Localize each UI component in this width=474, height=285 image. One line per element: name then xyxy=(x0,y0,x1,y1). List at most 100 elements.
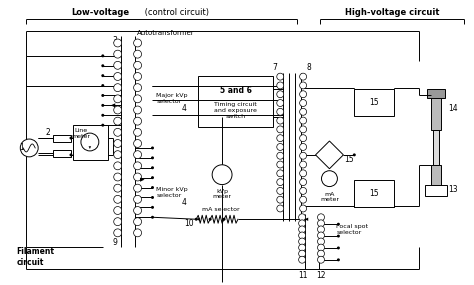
Circle shape xyxy=(209,218,212,221)
Circle shape xyxy=(134,229,142,237)
Circle shape xyxy=(151,216,154,219)
Circle shape xyxy=(101,104,104,107)
Circle shape xyxy=(134,84,142,91)
Circle shape xyxy=(277,99,284,107)
Text: 11: 11 xyxy=(298,271,307,280)
Circle shape xyxy=(151,156,154,159)
Text: 15: 15 xyxy=(345,155,354,164)
Circle shape xyxy=(277,152,284,159)
Circle shape xyxy=(277,91,284,98)
Circle shape xyxy=(277,188,284,194)
Circle shape xyxy=(70,137,73,140)
Circle shape xyxy=(321,171,337,187)
Circle shape xyxy=(300,117,307,124)
Text: 14: 14 xyxy=(448,104,457,113)
Text: Major kVp
selector: Major kVp selector xyxy=(156,93,188,104)
Circle shape xyxy=(151,176,154,179)
Circle shape xyxy=(114,39,122,47)
Bar xyxy=(354,180,394,207)
Bar xyxy=(431,95,441,130)
Text: 10: 10 xyxy=(185,219,194,228)
Text: Timing circuit
and exposure
switch: Timing circuit and exposure switch xyxy=(214,102,257,119)
Bar xyxy=(73,125,108,160)
Circle shape xyxy=(134,117,142,125)
Circle shape xyxy=(300,135,307,142)
Circle shape xyxy=(300,152,307,159)
Text: mA
meter: mA meter xyxy=(320,192,339,202)
Circle shape xyxy=(101,74,104,77)
Circle shape xyxy=(151,146,154,149)
Circle shape xyxy=(134,106,142,114)
Text: Low-voltage: Low-voltage xyxy=(72,8,130,17)
Circle shape xyxy=(299,220,306,227)
Circle shape xyxy=(101,54,104,57)
Circle shape xyxy=(134,184,142,192)
Text: 2: 2 xyxy=(46,128,51,137)
Circle shape xyxy=(151,196,154,199)
Circle shape xyxy=(101,84,104,87)
Circle shape xyxy=(318,220,325,227)
Text: 4: 4 xyxy=(182,104,187,113)
Circle shape xyxy=(277,179,284,186)
Text: 3: 3 xyxy=(113,36,118,46)
Circle shape xyxy=(134,218,142,226)
Circle shape xyxy=(114,117,122,125)
Text: Minor kVp
selector: Minor kVp selector xyxy=(156,187,188,198)
Bar xyxy=(354,89,394,116)
Circle shape xyxy=(101,114,104,117)
Bar xyxy=(427,89,445,98)
Circle shape xyxy=(114,106,122,114)
Circle shape xyxy=(353,153,356,156)
Text: 5 and 6: 5 and 6 xyxy=(219,86,251,95)
Circle shape xyxy=(114,50,122,58)
Text: 13: 13 xyxy=(448,185,457,194)
Circle shape xyxy=(337,258,340,261)
Circle shape xyxy=(114,207,122,214)
Circle shape xyxy=(114,162,122,170)
Circle shape xyxy=(101,94,104,97)
Circle shape xyxy=(318,256,325,263)
Text: 12: 12 xyxy=(316,271,325,280)
Circle shape xyxy=(134,72,142,80)
Polygon shape xyxy=(316,141,343,169)
Polygon shape xyxy=(140,178,145,182)
Circle shape xyxy=(318,226,325,233)
Circle shape xyxy=(134,173,142,181)
Circle shape xyxy=(195,218,198,221)
Bar xyxy=(431,165,441,185)
Circle shape xyxy=(299,232,306,239)
Circle shape xyxy=(318,214,325,221)
Circle shape xyxy=(299,256,306,263)
Circle shape xyxy=(114,184,122,192)
Circle shape xyxy=(151,166,154,169)
Circle shape xyxy=(114,151,122,159)
Circle shape xyxy=(299,238,306,245)
Circle shape xyxy=(318,232,325,239)
Bar xyxy=(198,76,273,127)
Polygon shape xyxy=(111,103,115,107)
Polygon shape xyxy=(196,217,200,221)
Circle shape xyxy=(114,173,122,181)
Circle shape xyxy=(337,247,340,249)
Circle shape xyxy=(134,196,142,203)
Text: Autotransformer: Autotransformer xyxy=(137,30,194,36)
Text: 1: 1 xyxy=(19,143,24,152)
Circle shape xyxy=(114,196,122,203)
Circle shape xyxy=(299,244,306,251)
Circle shape xyxy=(114,218,122,226)
Text: Filament
circuit: Filament circuit xyxy=(16,247,55,266)
Circle shape xyxy=(300,143,307,150)
Text: High-voltage circuit: High-voltage circuit xyxy=(345,8,439,17)
Circle shape xyxy=(101,124,104,127)
Polygon shape xyxy=(89,146,91,149)
Text: Line
meter: Line meter xyxy=(72,128,91,139)
Circle shape xyxy=(300,170,307,177)
Circle shape xyxy=(277,117,284,124)
Text: (control circuit): (control circuit) xyxy=(142,8,209,17)
Circle shape xyxy=(134,95,142,103)
Circle shape xyxy=(134,128,142,136)
Circle shape xyxy=(114,61,122,69)
Circle shape xyxy=(212,165,232,185)
Text: 15: 15 xyxy=(369,98,379,107)
Bar xyxy=(425,185,447,196)
